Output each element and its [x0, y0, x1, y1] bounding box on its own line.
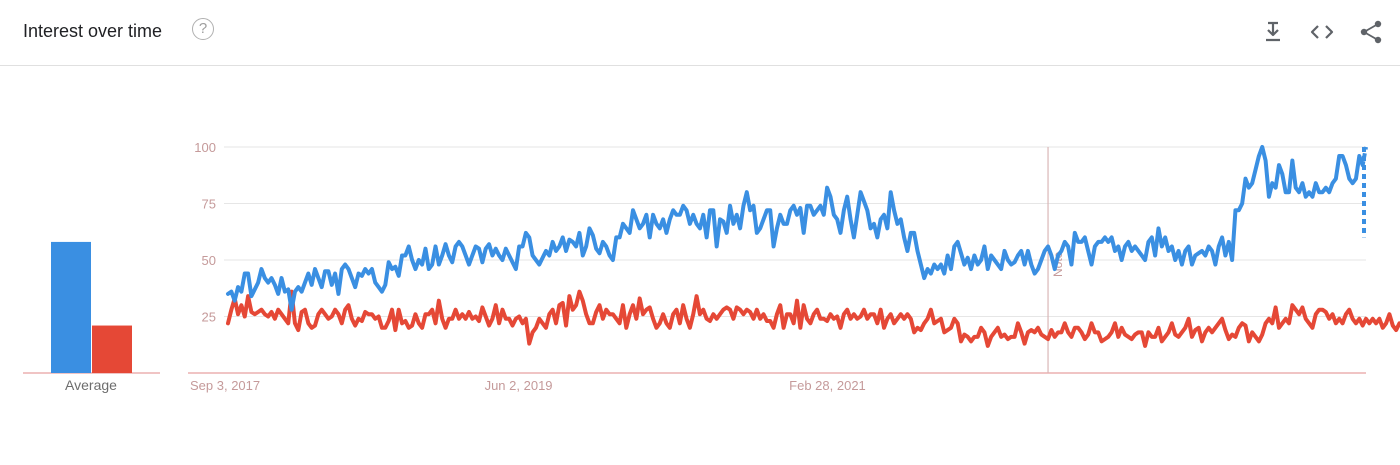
y-tick-label: 50: [202, 253, 216, 268]
series-line: [226, 145, 1365, 312]
y-tick-label: 75: [202, 197, 216, 212]
chart-header: Interest over time ?: [0, 0, 1400, 66]
download-icon[interactable]: [1259, 18, 1287, 46]
average-bar: [92, 325, 132, 373]
embed-code-icon[interactable]: [1308, 18, 1336, 46]
help-icon[interactable]: ?: [192, 18, 214, 40]
share-icon[interactable]: [1357, 18, 1385, 46]
chart-title: Interest over time: [23, 21, 163, 41]
x-tick-label: Sep 3, 2017: [190, 378, 260, 393]
x-tick-label: Jun 2, 2019: [485, 378, 553, 393]
average-label: Average: [65, 377, 117, 393]
x-tick-label: Feb 28, 2021: [789, 378, 866, 393]
series-line: [226, 289, 1400, 348]
y-tick-label: 100: [194, 140, 216, 155]
average-bar: [51, 241, 91, 373]
y-tick-label: 25: [202, 310, 216, 325]
